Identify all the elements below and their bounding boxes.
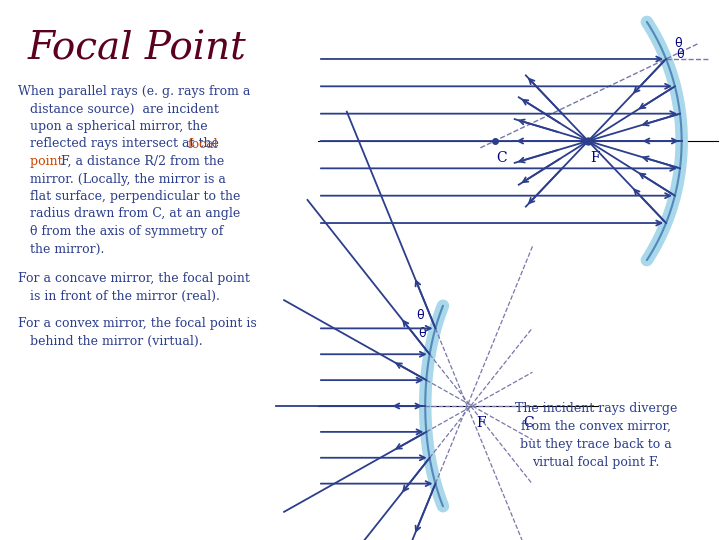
Text: Focal Point: Focal Point (28, 30, 247, 67)
Text: θ from the axis of symmetry of: θ from the axis of symmetry of (18, 225, 223, 238)
Text: mirror. (Locally, the mirror is a: mirror. (Locally, the mirror is a (18, 172, 226, 186)
Text: The incident rays diverge
from the convex mirror,
but they trace back to a
virtu: The incident rays diverge from the conve… (515, 402, 678, 469)
Text: focal: focal (188, 138, 218, 151)
Text: When parallel rays (e. g. rays from a: When parallel rays (e. g. rays from a (18, 85, 251, 98)
Text: point: point (18, 155, 63, 168)
Text: reflected rays intersect at the: reflected rays intersect at the (18, 138, 223, 151)
Text: distance source)  are incident: distance source) are incident (18, 103, 219, 116)
Text: is in front of the mirror (real).: is in front of the mirror (real). (18, 289, 220, 302)
Text: behind the mirror (virtual).: behind the mirror (virtual). (18, 334, 202, 348)
Text: θ: θ (419, 327, 426, 340)
Text: θ: θ (675, 37, 682, 50)
Text: the mirror).: the mirror). (18, 242, 104, 255)
Text: F: F (590, 151, 600, 165)
Text: upon a spherical mirror, the: upon a spherical mirror, the (18, 120, 207, 133)
Text: radius drawn from C, at an angle: radius drawn from C, at an angle (18, 207, 240, 220)
Text: F: F (476, 416, 485, 430)
Text: θ: θ (676, 48, 684, 61)
Text: F, a distance R/2 from the: F, a distance R/2 from the (57, 155, 224, 168)
Text: θ: θ (416, 309, 424, 322)
Text: flat surface, perpendicular to the: flat surface, perpendicular to the (18, 190, 240, 203)
Text: C: C (523, 416, 534, 430)
Text: For a convex mirror, the focal point is: For a convex mirror, the focal point is (18, 317, 257, 330)
Text: For a concave mirror, the focal point: For a concave mirror, the focal point (18, 272, 250, 285)
Text: C: C (497, 151, 508, 165)
